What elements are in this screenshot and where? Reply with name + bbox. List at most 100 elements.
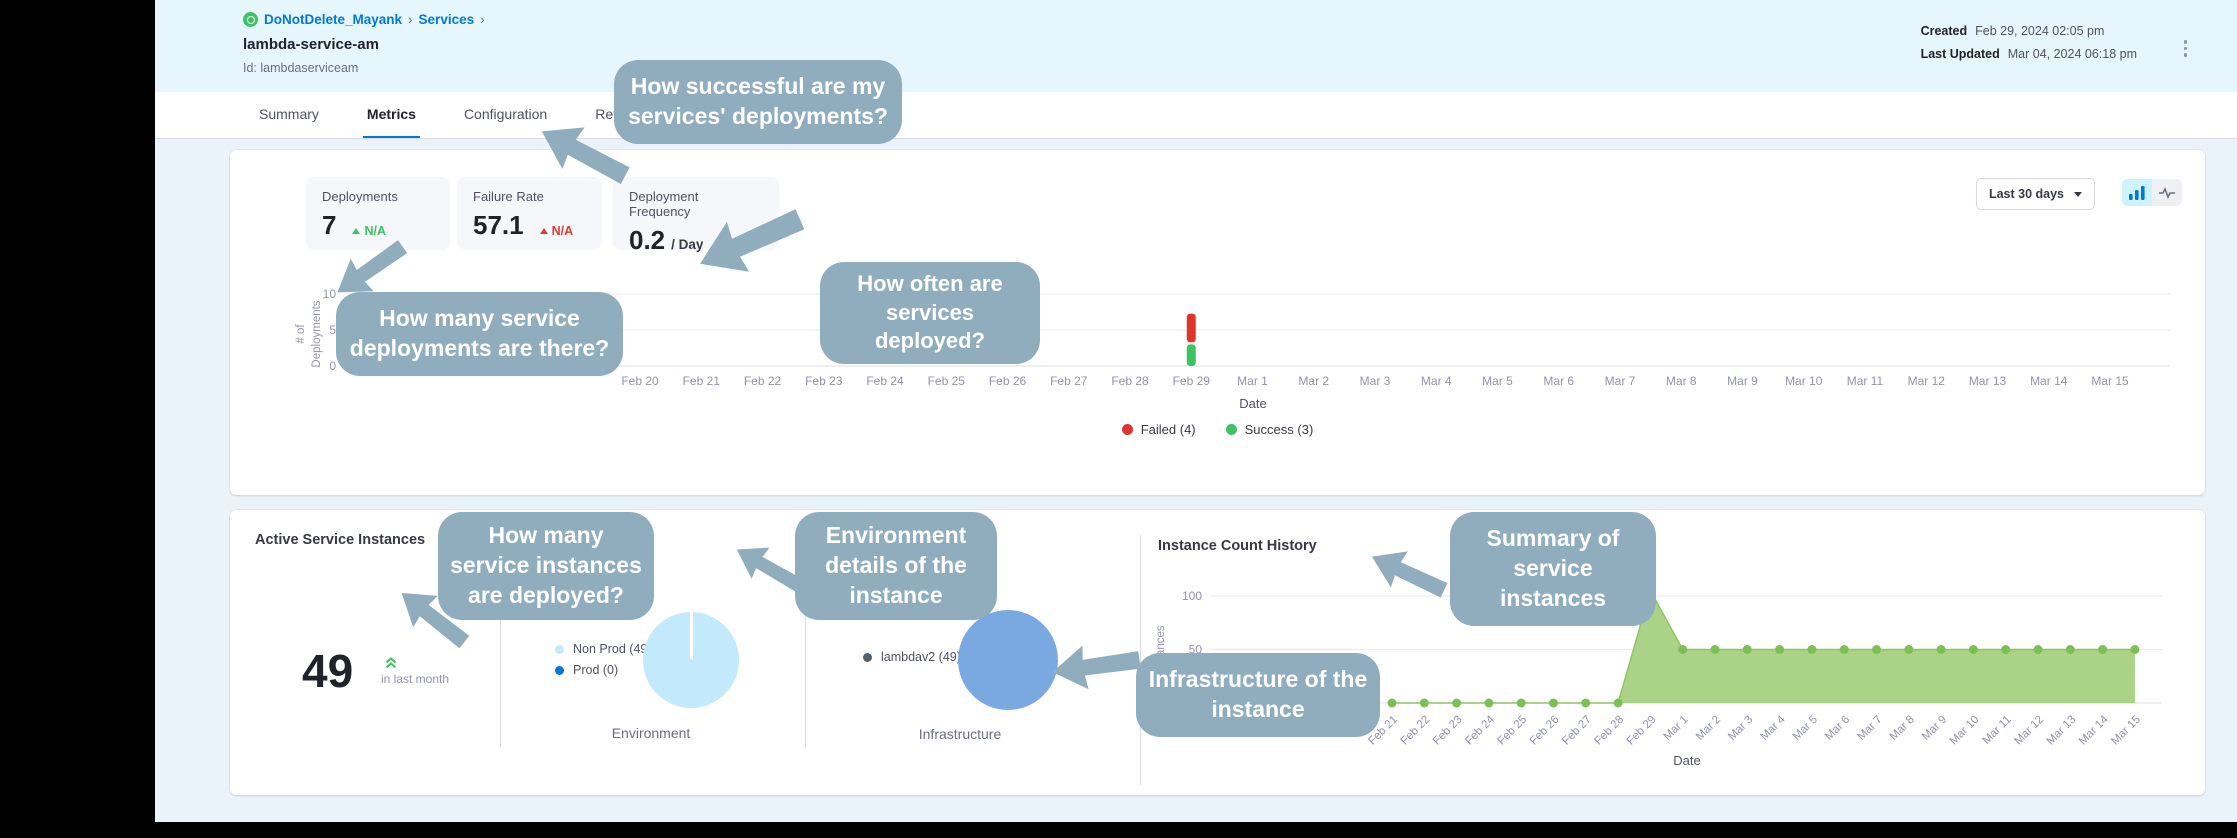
infrastructure-pie-chart[interactable] xyxy=(958,610,1058,710)
bar-chart-toggle[interactable] xyxy=(2122,179,2152,206)
data-point[interactable] xyxy=(2098,645,2108,654)
callout-deployment-count: How many service deployments are there? xyxy=(336,292,623,376)
callout-arrow-icon xyxy=(1371,551,1448,598)
trend-up-icon xyxy=(352,228,361,234)
svg-text:Feb 29: Feb 29 xyxy=(1625,714,1659,748)
data-point[interactable] xyxy=(1807,645,1817,654)
svg-text:Mar 13: Mar 13 xyxy=(1969,374,2007,388)
data-point[interactable] xyxy=(1419,698,1429,708)
last-updated-value: Mar 04, 2024 06:18 pm xyxy=(2007,47,2137,61)
service-id: Id: lambdaserviceam xyxy=(243,61,359,75)
divider xyxy=(1140,535,1141,785)
svg-text:Feb 27: Feb 27 xyxy=(1560,714,1594,748)
data-point[interactable] xyxy=(1516,698,1526,708)
svg-text:Feb 25: Feb 25 xyxy=(928,374,966,388)
svg-text:Feb 23: Feb 23 xyxy=(1431,714,1465,748)
infrastructure-legend: lambdav2 (49) xyxy=(863,650,961,671)
section-title-instance-history: Instance Count History xyxy=(1158,538,1317,554)
svg-text:Feb 20: Feb 20 xyxy=(621,374,659,388)
breadcrumb-project-link[interactable]: DoNotDelete_Mayank xyxy=(264,12,403,27)
more-options-icon[interactable] xyxy=(2180,36,2192,61)
data-point[interactable] xyxy=(1936,645,1946,654)
data-point[interactable] xyxy=(1839,645,1849,654)
data-point[interactable] xyxy=(1613,698,1623,708)
data-point[interactable] xyxy=(1484,698,1494,708)
instance-count: 49 xyxy=(302,645,354,697)
breadcrumb-services-link[interactable]: Services xyxy=(418,12,475,27)
svg-text:# of: # of xyxy=(295,324,307,344)
data-point[interactable] xyxy=(1872,645,1881,654)
legend-item-failed[interactable]: Failed (4) xyxy=(1121,422,1196,437)
legend-item-prod[interactable]: Prod (0) xyxy=(555,663,652,677)
data-point[interactable] xyxy=(1968,645,1978,654)
breadcrumb-separator-icon: › xyxy=(480,12,485,27)
svg-text:Feb 24: Feb 24 xyxy=(866,374,904,388)
data-point[interactable] xyxy=(1387,698,1397,708)
svg-text:Mar 10: Mar 10 xyxy=(1948,714,1982,748)
svg-text:Mar 1: Mar 1 xyxy=(1237,374,1268,388)
lambdav2-dot-icon xyxy=(863,652,872,662)
bar-failed[interactable] xyxy=(1186,313,1196,343)
line-chart-toggle[interactable] xyxy=(2152,179,2182,206)
data-point[interactable] xyxy=(2130,645,2140,654)
data-point[interactable] xyxy=(1742,645,1752,654)
svg-text:Mar 6: Mar 6 xyxy=(1823,714,1852,743)
data-point[interactable] xyxy=(1775,645,1785,654)
tab-metrics[interactable]: Metrics xyxy=(362,92,420,138)
divider xyxy=(500,615,501,747)
tab-summary[interactable]: Summary xyxy=(259,106,319,122)
infrastructure-axis-label: Infrastructure xyxy=(918,726,1002,742)
trend-up-icon xyxy=(539,228,548,234)
bar-success[interactable] xyxy=(1186,344,1196,366)
svg-text:Mar 1: Mar 1 xyxy=(1662,714,1691,743)
svg-text:Feb 24: Feb 24 xyxy=(1463,713,1497,747)
tab-configuration[interactable]: Configuration xyxy=(463,106,548,122)
instance-count-history-chart: 100 50 Instances Feb 21 Feb 22 Feb 23 Feb 24 Fe… xyxy=(1150,560,2190,790)
legend-item-nonprod[interactable]: Non Prod (49) xyxy=(555,642,652,656)
svg-text:Mar 11: Mar 11 xyxy=(1981,714,2014,747)
double-chevron-up-icon xyxy=(385,657,397,669)
failed-dot-icon xyxy=(1121,424,1133,435)
svg-text:Mar 11: Mar 11 xyxy=(1847,374,1884,388)
bar-chart-icon xyxy=(2129,185,2145,200)
data-point[interactable] xyxy=(1581,698,1591,708)
svg-text:Mar 15: Mar 15 xyxy=(2109,714,2143,748)
legend-label: Failed (4) xyxy=(1140,422,1196,437)
metric-value: 0.2 xyxy=(629,225,666,255)
data-point[interactable] xyxy=(1452,698,1462,708)
data-point[interactable] xyxy=(2033,645,2043,654)
svg-text:Mar 14: Mar 14 xyxy=(2077,713,2111,747)
last-updated-label: Last Updated xyxy=(1920,47,2000,61)
callout-infrastructure: Infrastructure of the instance xyxy=(1136,653,1380,737)
breadcrumb-separator-icon: › xyxy=(408,12,413,27)
data-point[interactable] xyxy=(1549,698,1558,708)
svg-text:Mar 5: Mar 5 xyxy=(1482,374,1513,388)
svg-text:Mar 2: Mar 2 xyxy=(1298,374,1329,388)
data-point[interactable] xyxy=(2065,645,2075,654)
data-point[interactable] xyxy=(1904,645,1914,654)
legend-label: Non Prod (49) xyxy=(573,642,652,656)
callout-arrow-icon xyxy=(1052,645,1141,690)
svg-text:Mar 12: Mar 12 xyxy=(1908,374,1946,388)
data-point[interactable] xyxy=(1678,645,1688,654)
section-title-active-instances: Active Service Instances xyxy=(255,532,426,548)
svg-text:Date: Date xyxy=(1239,396,1266,411)
data-point[interactable] xyxy=(1710,645,1720,654)
legend-label: lambdav2 (49) xyxy=(881,650,961,664)
data-point[interactable] xyxy=(2001,645,2011,654)
legend-item-success[interactable]: Success (3) xyxy=(1225,422,1313,437)
divider xyxy=(805,615,806,747)
callout-deployment-success: How successful are my services' deployme… xyxy=(614,60,902,144)
legend-item-lambdav2[interactable]: lambdav2 (49) xyxy=(863,650,961,664)
created-value: Feb 29, 2024 02:05 pm xyxy=(1975,24,2105,38)
svg-text:Mar 15: Mar 15 xyxy=(2091,374,2129,388)
environment-pie-chart[interactable] xyxy=(643,612,739,708)
svg-text:Deployments: Deployments xyxy=(311,300,323,367)
callout-instance-count: How many service instances are deployed? xyxy=(438,512,654,620)
metric-suffix: / Day xyxy=(671,237,704,252)
svg-text:100: 100 xyxy=(1182,589,1202,603)
date-range-select[interactable]: Last 30 days xyxy=(1975,178,2095,210)
metric-value: 57.1 xyxy=(473,210,524,240)
created-label: Created xyxy=(1920,24,1968,38)
